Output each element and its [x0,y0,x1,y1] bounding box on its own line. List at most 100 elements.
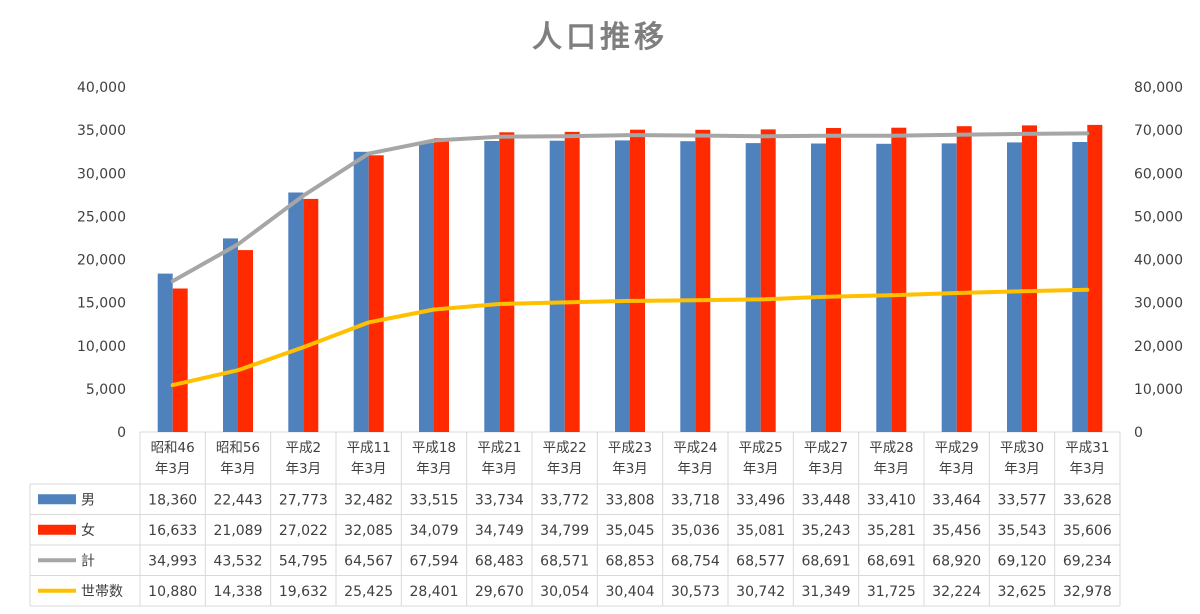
table-cell: 68,754 [671,553,720,569]
table-cell: 28,401 [410,584,459,600]
table-cell: 32,482 [344,492,393,508]
category-label: 平成25 [739,440,783,456]
category-label: 年3月 [1070,461,1106,477]
table-cell: 33,515 [410,492,459,508]
y-left-tick-label: 0 [117,425,126,441]
bar-男-1 [223,238,238,432]
table-cell: 67,594 [410,553,459,569]
table-cell: 10,880 [148,584,197,600]
category-label: 年3月 [351,461,387,477]
category-label: 年3月 [416,461,452,477]
bar-男-4 [419,142,434,432]
category-label: 平成11 [347,440,391,456]
bar-女-14 [1087,124,1103,433]
bar-男-7 [615,140,630,432]
bar-女-12 [956,126,972,432]
table-cell: 35,081 [736,523,785,539]
bar-女-0 [172,288,188,432]
table-cell: 18,360 [148,492,197,508]
category-label: 平成30 [1000,440,1044,456]
bar-女-8 [695,129,711,433]
bar-女-4 [434,138,449,432]
table-cell: 33,808 [606,492,655,508]
bar-男-13 [1007,142,1022,432]
category-label: 平成2 [286,440,322,456]
bar-男-3 [353,151,369,433]
table-cell: 31,725 [867,584,916,600]
y-right-tick-label: 50,000 [1134,209,1183,225]
table-cell: 33,718 [671,492,720,508]
bar-女-10 [826,128,841,432]
bar-女-1 [238,250,253,432]
table-cell: 35,036 [671,523,720,539]
table-cell: 29,670 [475,584,524,600]
chart-title: 人口推移 [532,20,668,55]
category-label: 年3月 [874,461,910,477]
category-label: 年3月 [286,461,322,477]
table-cell: 33,448 [802,492,851,508]
y-axes: 0 5,000 10,000 15,000 20,000 25,000 30,000 35,0… [77,80,1183,441]
table-cell: 35,281 [867,523,916,539]
bar-女-3 [368,155,384,433]
bar-女-7 [630,129,645,432]
bars [157,124,1103,433]
table-cell: 33,628 [1063,492,1112,508]
bar-男-8 [680,141,696,432]
y-left-tick-label: 25,000 [77,209,126,225]
table-cell: 64,567 [344,553,393,569]
category-label: 平成28 [869,440,913,456]
lines [170,131,1090,388]
table-cell: 68,920 [932,553,981,569]
table-cell: 34,079 [410,523,459,539]
category-label: 平成24 [673,440,717,456]
table-cell: 16,633 [148,523,197,539]
category-label: 年3月 [220,461,256,477]
category-label: 平成27 [804,440,848,456]
y-left-tick-label: 30,000 [77,166,126,182]
bar-男-2 [288,192,304,432]
category-label: 昭和46 [151,440,195,456]
y-left-tick-label: 20,000 [77,253,126,269]
y-right-tick-label: 80,000 [1134,80,1183,96]
table-cell: 33,496 [736,492,785,508]
legend-label: 女 [81,522,95,539]
table-cell: 35,045 [606,523,655,539]
category-label: 平成29 [935,440,979,456]
table-cell: 19,632 [279,584,328,600]
category-label: 年3月 [808,461,844,477]
category-label: 平成23 [608,440,652,456]
category-label: 年3月 [482,461,518,477]
y-left-tick-label: 10,000 [77,339,126,355]
table-cell: 27,773 [279,492,328,508]
legend-label: 世帯数 [81,584,123,600]
table-cell: 68,483 [475,553,524,569]
table-cell: 68,691 [867,553,916,569]
y-right-tick-label: 20,000 [1134,339,1183,355]
bar-男-14 [1072,142,1088,432]
y-left-tick-label: 40,000 [77,80,126,96]
y-right-tick-label: 30,000 [1134,296,1183,312]
category-label: 平成18 [412,440,456,456]
table-cell: 32,978 [1063,584,1112,600]
table-cell: 33,577 [998,492,1047,508]
legend-key-男 [38,494,76,505]
bar-男-9 [745,143,761,432]
bar-男-0 [157,273,173,432]
table-cell: 35,456 [932,523,981,539]
table-cell: 30,742 [736,584,785,600]
y-left-tick-label: 5,000 [86,382,126,398]
table-cell: 32,224 [932,584,981,600]
bar-女-13 [1022,125,1037,433]
table-cell: 68,853 [606,553,655,569]
table-cell: 34,993 [148,553,197,569]
table-cell: 68,577 [736,553,785,569]
category-label: 平成22 [543,440,587,456]
table-cell: 35,606 [1063,523,1112,539]
bar-女-9 [760,129,776,432]
category-label: 平成21 [477,440,521,456]
table-cell: 30,404 [606,584,655,600]
y-right-tick-label: 70,000 [1134,123,1183,139]
category-label: 年3月 [1004,461,1040,477]
table-cell: 43,532 [214,553,263,569]
